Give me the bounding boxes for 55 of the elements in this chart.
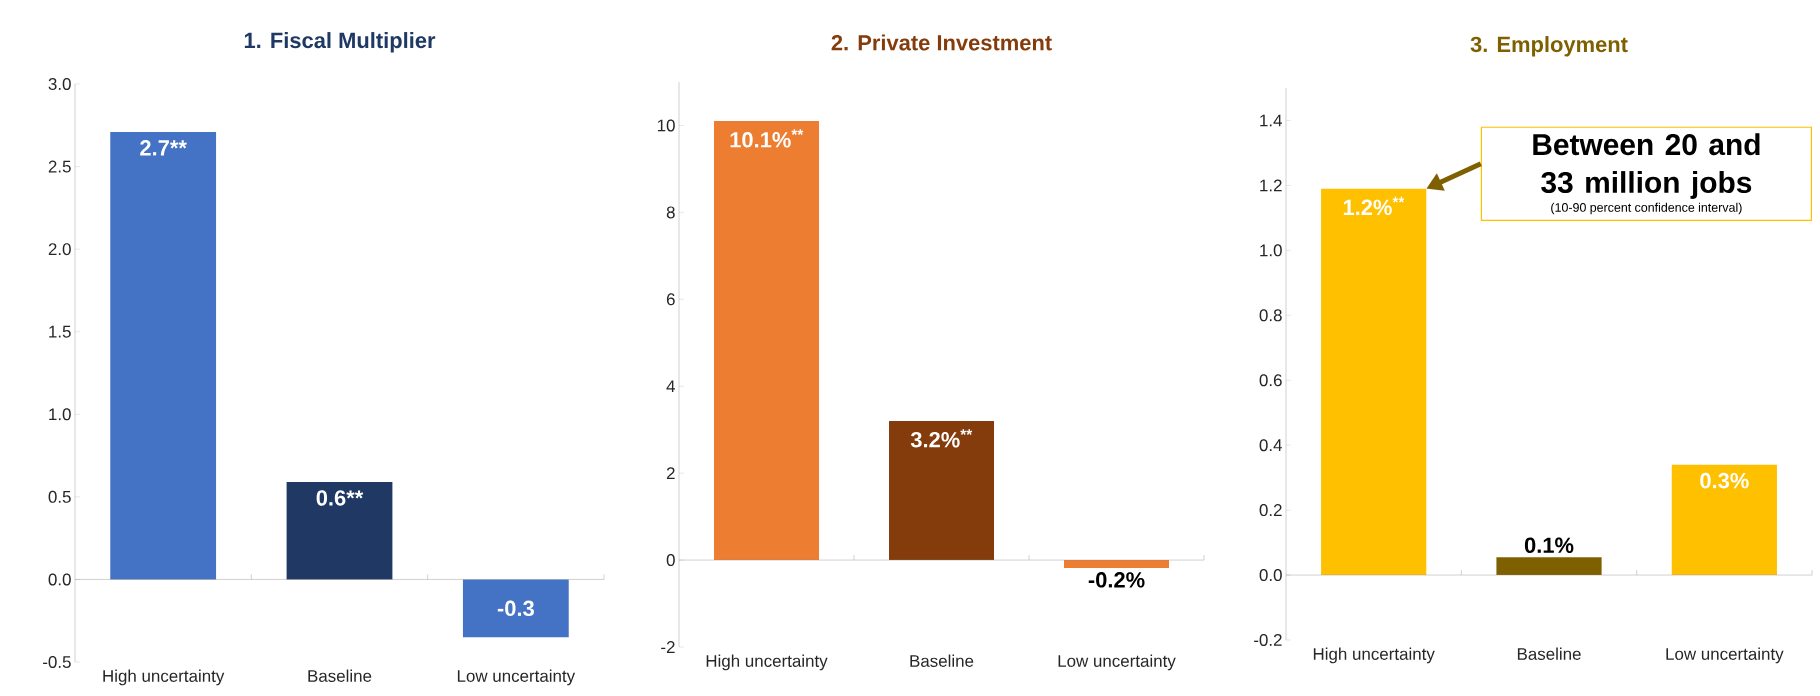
data-label: 2.7**	[140, 140, 187, 156]
y-tick-label: 0.4	[1259, 439, 1282, 452]
bar	[462, 579, 569, 638]
y-tick-label: 1.0	[49, 408, 71, 421]
y-tick-label: 0.2	[1259, 504, 1282, 517]
y-tick-label: 2	[666, 467, 675, 480]
y-tick-label: 1.5	[49, 325, 71, 338]
y-tick-label: 4	[666, 380, 675, 393]
bar	[286, 481, 393, 580]
annotation: Between 20 and 33 million jobs	[1533, 133, 1760, 199]
data-label: 0.3%	[1700, 472, 1749, 489]
data-label: 1.2%$^{**}$	[1343, 196, 1405, 216]
y-tick-label: -0.5	[43, 656, 71, 668]
y-tick-label: 10	[657, 119, 675, 132]
y-tick-label: 0.0	[1259, 569, 1282, 582]
data-label: 0.6**	[316, 490, 364, 506]
bar	[889, 421, 995, 561]
bar	[1321, 188, 1427, 576]
y-tick-label: -2	[661, 641, 675, 653]
y-tick-label: 6	[666, 293, 675, 306]
y-tick-label: 0.8	[1259, 309, 1282, 322]
bar	[110, 131, 217, 580]
x-tick-label: Baseline	[308, 669, 372, 682]
y-tick-label: 1.4	[1260, 114, 1282, 127]
bar	[714, 121, 820, 561]
bar	[1496, 557, 1602, 576]
data-label: 0.1%	[1524, 537, 1574, 553]
y-tick-label: -0.2	[1254, 634, 1282, 646]
chart-title: 2. Private Investment	[831, 34, 1052, 51]
x-tick-label: Low uncertainty	[1058, 654, 1176, 671]
y-tick-label: 0	[666, 554, 675, 567]
data-label: -0.2%	[1088, 572, 1145, 588]
x-tick-label: Baseline	[1517, 647, 1581, 660]
data-label: -0.3	[497, 600, 534, 617]
y-tick-label: 1.0	[1260, 244, 1282, 257]
bar	[1671, 464, 1777, 576]
annotation: (10-90 percent confidence interval)	[1551, 202, 1742, 215]
data-label: 3.2%$^{**}$	[910, 429, 973, 448]
y-tick-label: 0.0	[48, 573, 71, 586]
y-tick-label: 0.6	[1259, 374, 1282, 387]
data-label: 10.1%$^{**}$	[730, 129, 804, 148]
x-tick-label: Baseline	[910, 654, 974, 667]
y-tick-label: 0.5	[48, 490, 71, 503]
x-tick-label: High uncertainty	[103, 669, 225, 686]
x-tick-label: High uncertainty	[706, 654, 828, 671]
y-tick-label: 3.0	[48, 78, 71, 90]
y-tick-label: 2.5	[48, 160, 71, 173]
y-tick-label: 8	[666, 206, 675, 219]
chart-title: 1. Fiscal Multiplier	[244, 32, 436, 53]
y-tick-label: 1.2	[1260, 179, 1282, 192]
y-tick-label: 2.0	[48, 243, 71, 256]
x-tick-label: Low uncertainty	[457, 669, 576, 686]
x-tick-label: Low uncertainty	[1666, 647, 1784, 664]
chart-title: 3. Employment	[1470, 36, 1628, 57]
x-tick-label: High uncertainty	[1313, 647, 1435, 664]
